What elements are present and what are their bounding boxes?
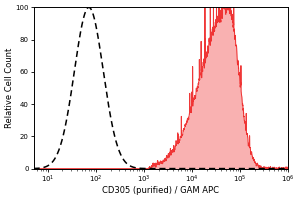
Y-axis label: Relative Cell Count: Relative Cell Count [5, 48, 14, 128]
X-axis label: CD305 (purified) / GAM APC: CD305 (purified) / GAM APC [102, 186, 219, 195]
